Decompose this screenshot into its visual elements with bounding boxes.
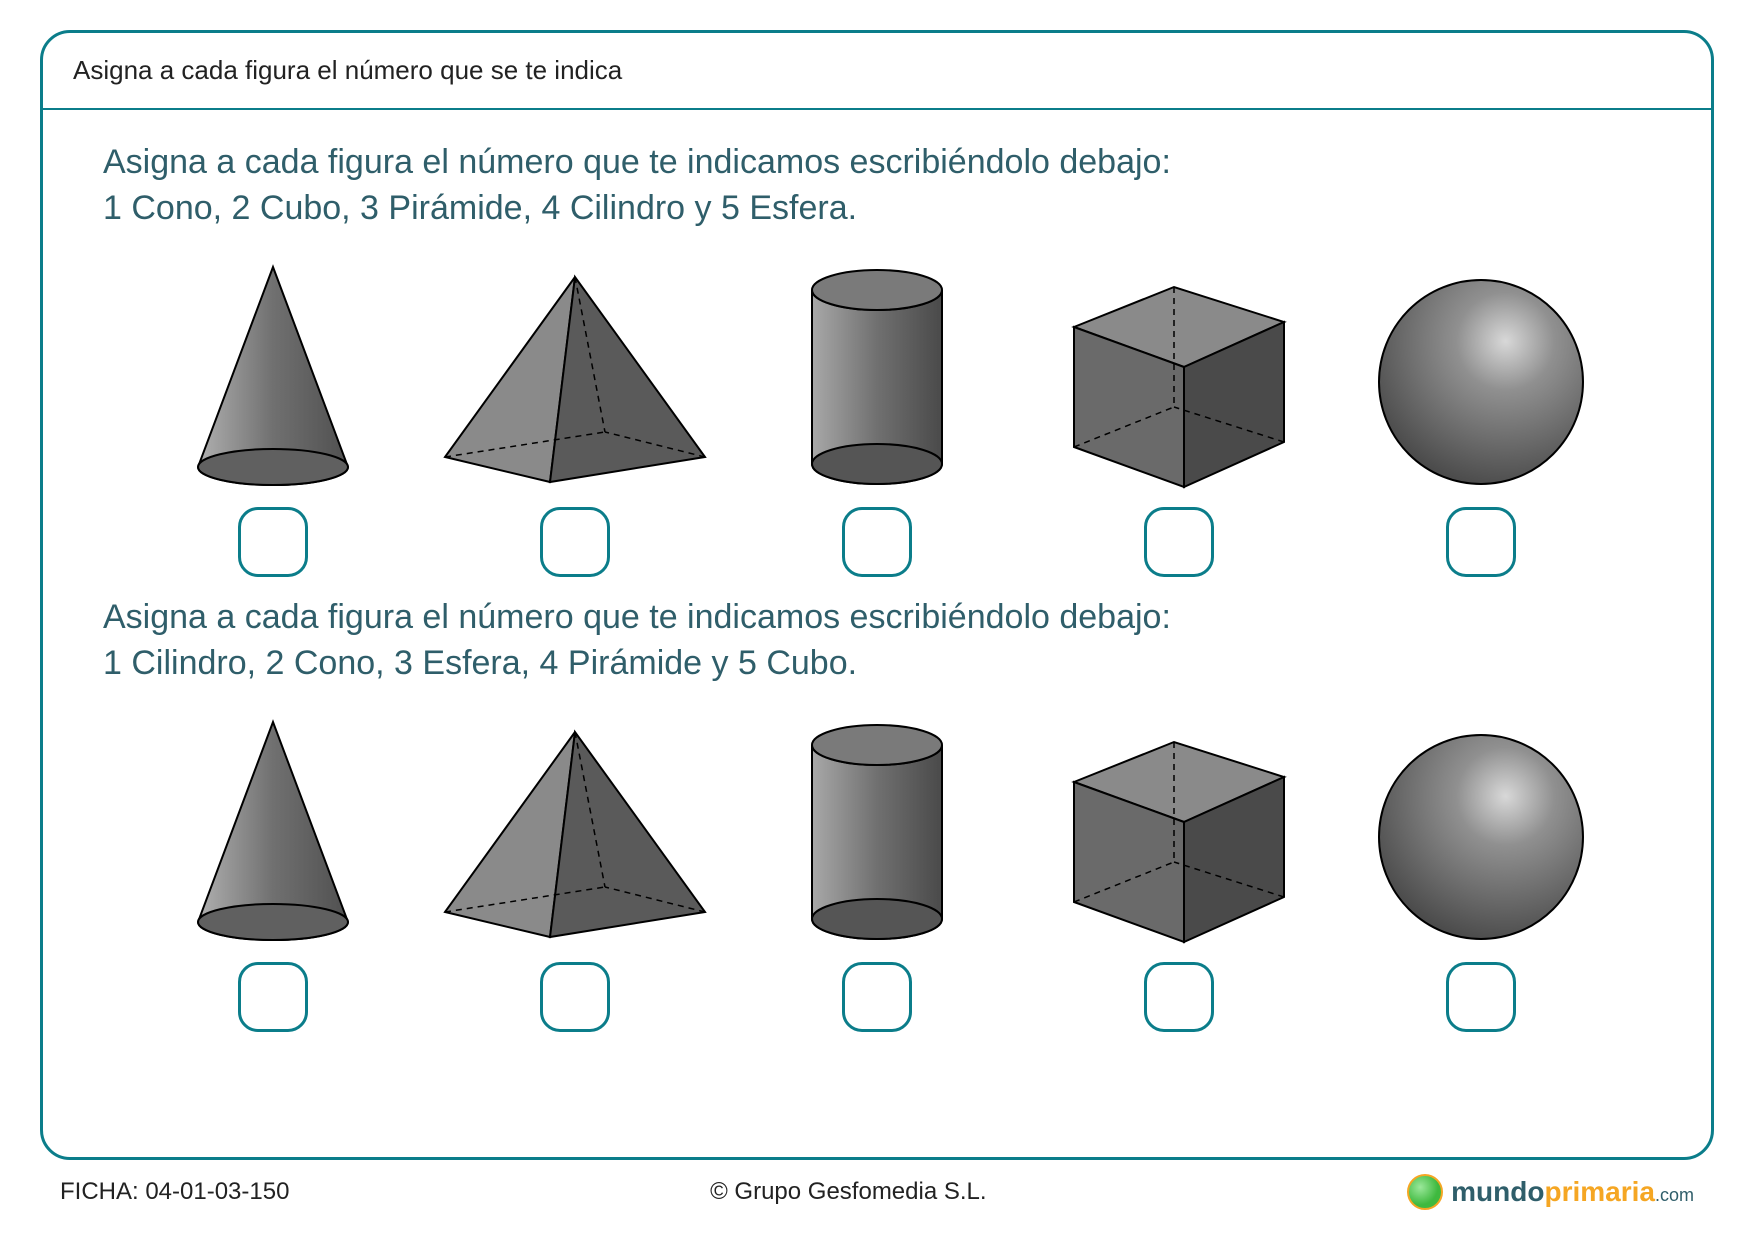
sphere-shape <box>1371 707 1591 947</box>
cylinder-icon <box>792 717 962 947</box>
logo-text: mundoprimaria.com <box>1451 1176 1694 1208</box>
cylinder-icon <box>792 262 962 492</box>
logo-com: .com <box>1655 1185 1694 1205</box>
logo-mundo: mundo <box>1451 1176 1544 1207</box>
logo-globe-icon <box>1407 1174 1443 1210</box>
shape-cell <box>435 252 715 577</box>
shape-cell <box>1039 707 1319 1032</box>
answer-box[interactable] <box>540 507 610 577</box>
answer-box[interactable] <box>1144 507 1214 577</box>
answer-box[interactable] <box>238 507 308 577</box>
shape-cell <box>737 707 1017 1032</box>
answer-box[interactable] <box>238 962 308 1032</box>
card-body: Asigna a cada figura el número que te in… <box>43 110 1711 1060</box>
shape-cell <box>737 252 1017 577</box>
cylinder-shape <box>792 252 962 492</box>
answer-box[interactable] <box>1446 507 1516 577</box>
ficha-label: FICHA: 04-01-03-150 <box>60 1178 289 1206</box>
exercise2-shapes-row <box>103 707 1651 1032</box>
cube-icon <box>1059 272 1299 492</box>
exercise2-line2: 1 Cilindro, 2 Cono, 3 Esfera, 4 Pirámide… <box>103 644 857 682</box>
cone-icon <box>183 717 363 947</box>
pyramid-icon <box>435 727 715 947</box>
shape-cell <box>435 707 715 1032</box>
worksheet-card: Asigna a cada figura el número que se te… <box>40 30 1714 1160</box>
exercise2-text: Asigna a cada figura el número que te in… <box>103 595 1651 687</box>
cylinder-shape <box>792 707 962 947</box>
sphere-icon <box>1371 727 1591 947</box>
cone-shape <box>183 707 363 947</box>
sphere-shape <box>1371 252 1591 492</box>
exercise2-line1: Asigna a cada figura el número que te in… <box>103 598 1171 636</box>
cube-shape <box>1059 252 1299 492</box>
exercise1-shapes-row <box>103 252 1651 577</box>
cube-shape <box>1059 707 1299 947</box>
pyramid-shape <box>435 707 715 947</box>
exercise1-line2: 1 Cono, 2 Cubo, 3 Pirámide, 4 Cilindro y… <box>103 189 857 227</box>
exercise1-text: Asigna a cada figura el número que te in… <box>103 140 1651 232</box>
answer-box[interactable] <box>842 507 912 577</box>
answer-box[interactable] <box>1144 962 1214 1032</box>
shape-cell <box>133 707 413 1032</box>
footer: FICHA: 04-01-03-150 © Grupo Gesfomedia S… <box>40 1160 1714 1210</box>
logo: mundoprimaria.com <box>1407 1174 1694 1210</box>
shape-cell <box>1341 252 1621 577</box>
copyright-label: © Grupo Gesfomedia S.L. <box>710 1178 986 1206</box>
cube-icon <box>1059 727 1299 947</box>
answer-box[interactable] <box>842 962 912 1032</box>
answer-box[interactable] <box>540 962 610 1032</box>
answer-box[interactable] <box>1446 962 1516 1032</box>
shape-cell <box>133 252 413 577</box>
logo-primaria: primaria <box>1544 1176 1655 1207</box>
pyramid-shape <box>435 252 715 492</box>
sphere-icon <box>1371 272 1591 492</box>
cone-icon <box>183 262 363 492</box>
card-header: Asigna a cada figura el número que se te… <box>43 33 1711 110</box>
cone-shape <box>183 252 363 492</box>
header-title: Asigna a cada figura el número que se te… <box>73 55 622 85</box>
pyramid-icon <box>435 272 715 492</box>
shape-cell <box>1039 252 1319 577</box>
shape-cell <box>1341 707 1621 1032</box>
exercise1-line1: Asigna a cada figura el número que te in… <box>103 143 1171 181</box>
